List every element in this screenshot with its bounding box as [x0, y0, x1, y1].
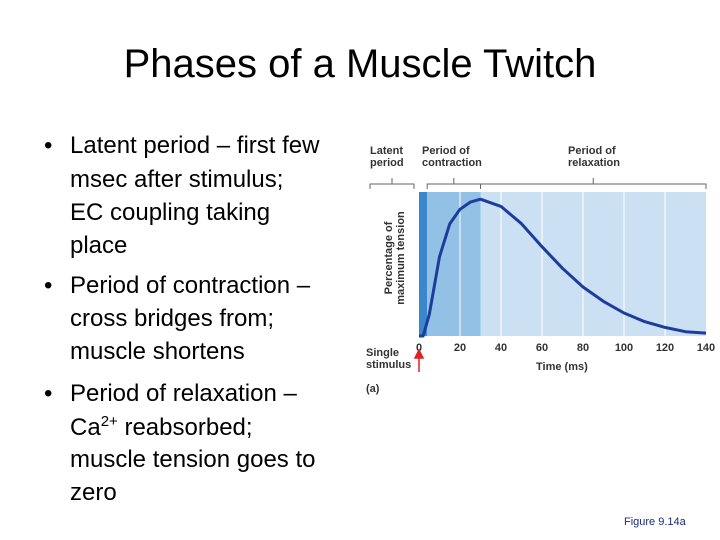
- panel-label: (a): [366, 383, 380, 395]
- phase-bracket: [480, 178, 707, 189]
- x-tick-label: 80: [577, 342, 589, 354]
- figure-caption: Figure 9.14a: [624, 516, 686, 528]
- y-axis-label: Percentage of: [383, 221, 395, 294]
- phase-label: Period of: [422, 145, 470, 157]
- phase-label: contraction: [422, 157, 482, 169]
- x-tick-label: 20: [454, 342, 466, 354]
- tension-curve: [419, 197, 707, 338]
- phase-label: period: [370, 157, 404, 169]
- x-tick-label: 60: [536, 342, 548, 354]
- stimulus-arrow: [413, 348, 425, 372]
- x-tick-label: 140: [697, 342, 715, 354]
- phase-band: [427, 192, 481, 336]
- phase-label: Period of: [568, 145, 616, 157]
- bullet-text: Ca2+ reabsorbed;: [70, 413, 253, 442]
- phase-bracket: [369, 178, 415, 189]
- x-tick-label: 40: [495, 342, 507, 354]
- bullet-text: msec after stimulus;: [70, 166, 284, 193]
- bullet-text: place: [70, 232, 128, 259]
- x-tick-label: 100: [615, 342, 633, 354]
- phase-band: [480, 192, 706, 336]
- bullet-text: Latent period – first few: [70, 132, 320, 159]
- text-part: Ca: [70, 414, 101, 441]
- phase-band: [419, 192, 428, 336]
- x-tick-label: 120: [656, 342, 674, 354]
- bullet-text: cross bridges from;: [70, 305, 275, 332]
- phase-label: Latent: [370, 145, 403, 157]
- bullet-text: zero: [70, 479, 117, 506]
- x-axis-label: Time (ms): [536, 361, 588, 373]
- text-part: reabsorbed;: [117, 414, 253, 441]
- bullet-marker: •: [44, 380, 53, 407]
- y-axis-label: maximum tension: [395, 211, 407, 305]
- bullet-text: muscle shortens: [70, 338, 245, 365]
- stimulus-label: stimulus: [366, 359, 411, 371]
- bullet-marker: •: [44, 272, 53, 299]
- text-part: 2+: [100, 413, 118, 430]
- bullet-text: Period of contraction –: [70, 272, 311, 299]
- bullet-text: Period of relaxation –: [70, 380, 297, 407]
- bullet-text: muscle tension goes to: [70, 446, 316, 473]
- x-tick-label: 0: [416, 342, 422, 354]
- bullet-text: EC coupling taking: [70, 199, 271, 226]
- stimulus-label: Single: [366, 347, 399, 359]
- slide-title: Phases of a Muscle Twitch: [123, 42, 597, 86]
- phase-label: relaxation: [568, 157, 620, 169]
- phase-bracket: [426, 178, 481, 189]
- bullet-marker: •: [44, 132, 53, 159]
